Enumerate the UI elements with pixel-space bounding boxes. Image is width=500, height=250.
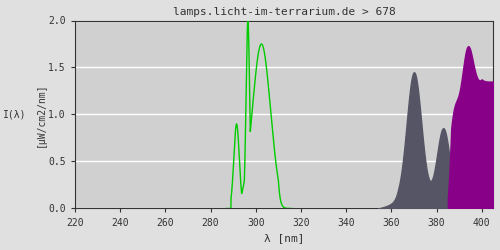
X-axis label: λ [nm]: λ [nm] xyxy=(264,233,304,243)
Y-axis label: [μW/cm2/nm]: [μW/cm2/nm] xyxy=(36,82,46,147)
Title: lamps.licht-im-terrarium.de > 678: lamps.licht-im-terrarium.de > 678 xyxy=(172,7,396,17)
Text: I(λ): I(λ) xyxy=(4,110,27,120)
